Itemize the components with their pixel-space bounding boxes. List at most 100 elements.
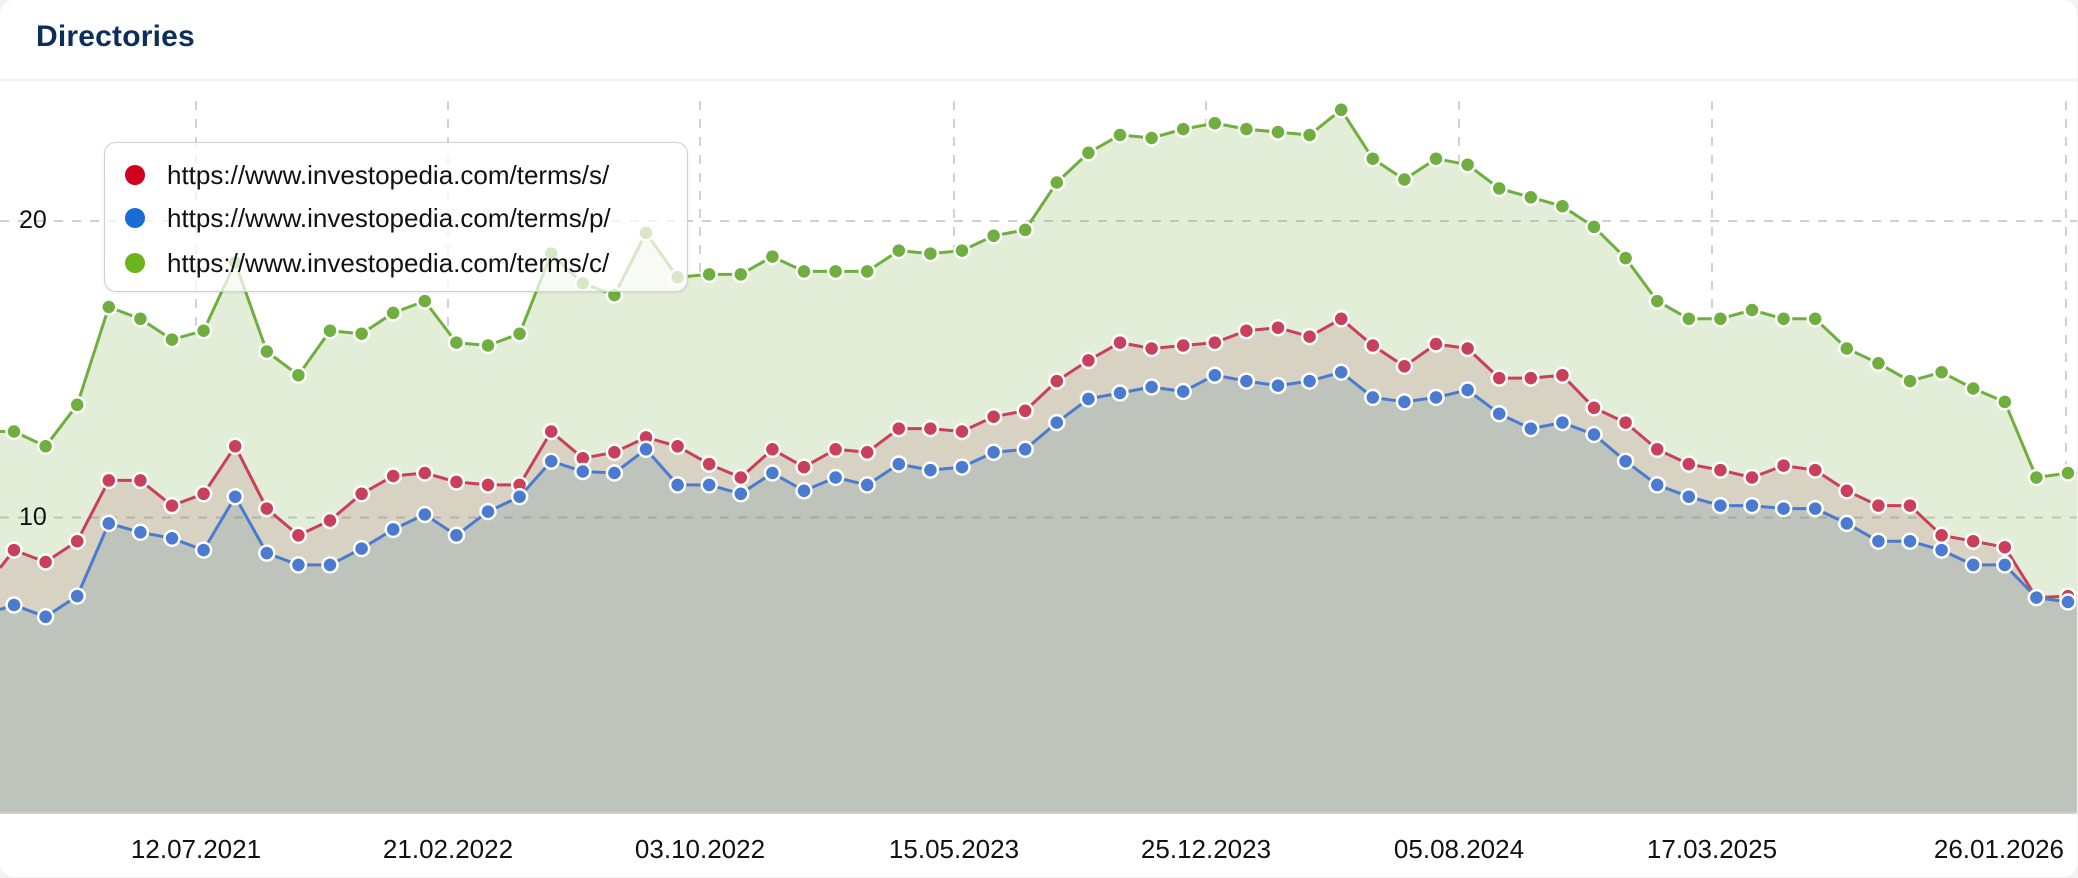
data-point-marker[interactable] [1869, 496, 1888, 515]
legend-item-p[interactable]: https://www.investopedia.com/terms/p/ [125, 198, 611, 238]
data-point-marker[interactable] [668, 437, 687, 456]
data-point-marker[interactable] [1585, 399, 1603, 417]
data-point-marker[interactable] [1964, 532, 1982, 550]
data-point-marker[interactable] [68, 396, 86, 414]
data-point-marker[interactable] [1616, 413, 1635, 432]
data-point-marker[interactable] [226, 437, 244, 456]
data-point-marker[interactable] [1711, 496, 1730, 515]
data-point-marker[interactable] [763, 247, 782, 266]
data-point-marker[interactable] [321, 321, 339, 340]
data-point-marker[interactable] [1774, 310, 1793, 328]
data-point-marker[interactable] [921, 461, 940, 479]
data-point-marker[interactable] [1932, 363, 1951, 381]
data-point-marker[interactable] [163, 529, 181, 548]
data-point-marker[interactable] [1111, 126, 1129, 144]
data-point-marker[interactable] [1016, 221, 1034, 239]
data-point-marker[interactable] [1048, 372, 1066, 390]
data-point-marker[interactable] [1996, 556, 2014, 574]
data-point-marker[interactable] [1079, 390, 1098, 408]
data-point-marker[interactable] [1901, 372, 1919, 390]
data-point-marker[interactable] [2027, 588, 2046, 607]
data-point-marker[interactable] [858, 443, 876, 462]
data-point-marker[interactable] [226, 487, 244, 506]
data-point-marker[interactable] [890, 455, 908, 473]
data-point-marker[interactable] [352, 539, 371, 558]
data-point-marker[interactable] [1111, 333, 1129, 352]
data-point-marker[interactable] [1711, 461, 1730, 479]
data-point-marker[interactable] [100, 514, 118, 533]
data-point-marker[interactable] [1048, 413, 1066, 432]
data-point-marker[interactable] [510, 487, 529, 506]
data-point-marker[interactable] [763, 440, 782, 459]
data-point-marker[interactable] [605, 443, 624, 462]
data-point-marker[interactable] [1206, 366, 1224, 384]
data-point-marker[interactable] [163, 330, 181, 349]
data-point-marker[interactable] [984, 407, 1003, 426]
data-point-marker[interactable] [1774, 499, 1793, 518]
data-point-marker[interactable] [68, 587, 86, 605]
data-point-marker[interactable] [1743, 496, 1761, 515]
data-point-marker[interactable] [732, 468, 750, 487]
data-point-marker[interactable] [1743, 301, 1761, 319]
data-point-marker[interactable] [36, 553, 55, 571]
data-point-marker[interactable] [1395, 357, 1414, 376]
data-point-marker[interactable] [384, 467, 402, 485]
data-point-marker[interactable] [131, 523, 150, 542]
data-point-marker[interactable] [2059, 464, 2077, 482]
data-point-marker[interactable] [447, 526, 466, 545]
data-point-marker[interactable] [1490, 369, 1508, 387]
data-point-marker[interactable] [668, 476, 687, 494]
data-point-marker[interactable] [1427, 388, 1445, 407]
data-point-marker[interactable] [258, 342, 276, 361]
data-point-marker[interactable] [795, 482, 813, 500]
data-point-marker[interactable] [194, 485, 213, 503]
data-point-marker[interactable] [194, 541, 213, 559]
data-point-marker[interactable] [1490, 179, 1508, 198]
data-point-marker[interactable] [447, 333, 466, 352]
data-point-marker[interactable] [1142, 129, 1161, 147]
data-point-marker[interactable] [1079, 351, 1098, 370]
data-point-marker[interactable] [1395, 170, 1414, 189]
data-point-marker[interactable] [416, 292, 434, 310]
data-point-marker[interactable] [1111, 384, 1129, 402]
data-point-marker[interactable] [384, 304, 402, 322]
data-point-marker[interactable] [795, 262, 813, 281]
data-point-marker[interactable] [1553, 413, 1572, 432]
data-point-marker[interactable] [1680, 455, 1698, 473]
data-point-marker[interactable] [1522, 188, 1540, 207]
data-point-marker[interactable] [984, 443, 1003, 462]
data-point-marker[interactable] [1458, 339, 1477, 358]
data-point-marker[interactable] [1996, 393, 2014, 411]
area-chart[interactable] [0, 81, 2077, 814]
data-point-marker[interactable] [605, 464, 624, 482]
data-point-marker[interactable] [1806, 499, 1824, 518]
data-point-marker[interactable] [1237, 372, 1256, 390]
data-point-marker[interactable] [1300, 372, 1319, 390]
data-point-marker[interactable] [100, 298, 118, 316]
data-point-marker[interactable] [1206, 333, 1224, 352]
data-point-marker[interactable] [1869, 532, 1888, 550]
data-point-marker[interactable] [1300, 327, 1319, 346]
data-point-marker[interactable] [1806, 310, 1824, 328]
legend-item-s[interactable]: https://www.investopedia.com/terms/s/ [125, 155, 609, 195]
data-point-marker[interactable] [416, 505, 434, 524]
data-point-marker[interactable] [1269, 376, 1287, 395]
data-point-marker[interactable] [479, 476, 497, 494]
data-point-marker[interactable] [131, 310, 150, 328]
data-point-marker[interactable] [732, 265, 750, 284]
data-point-marker[interactable] [1269, 123, 1287, 141]
data-point-marker[interactable] [479, 502, 497, 521]
data-point-marker[interactable] [1711, 310, 1730, 328]
data-point-marker[interactable] [953, 422, 971, 441]
data-point-marker[interactable] [1964, 556, 1982, 574]
data-point-marker[interactable] [1458, 381, 1477, 399]
data-point-marker[interactable] [1806, 461, 1824, 479]
chart-plot-area[interactable]: 10 20 [0, 81, 2077, 814]
data-point-marker[interactable] [984, 227, 1003, 245]
data-point-marker[interactable] [2059, 593, 2077, 611]
data-point-marker[interactable] [447, 473, 466, 491]
data-point-marker[interactable] [1901, 496, 1919, 515]
data-point-marker[interactable] [1648, 476, 1666, 494]
data-point-marker[interactable] [1838, 339, 1856, 358]
data-point-marker[interactable] [352, 485, 371, 503]
